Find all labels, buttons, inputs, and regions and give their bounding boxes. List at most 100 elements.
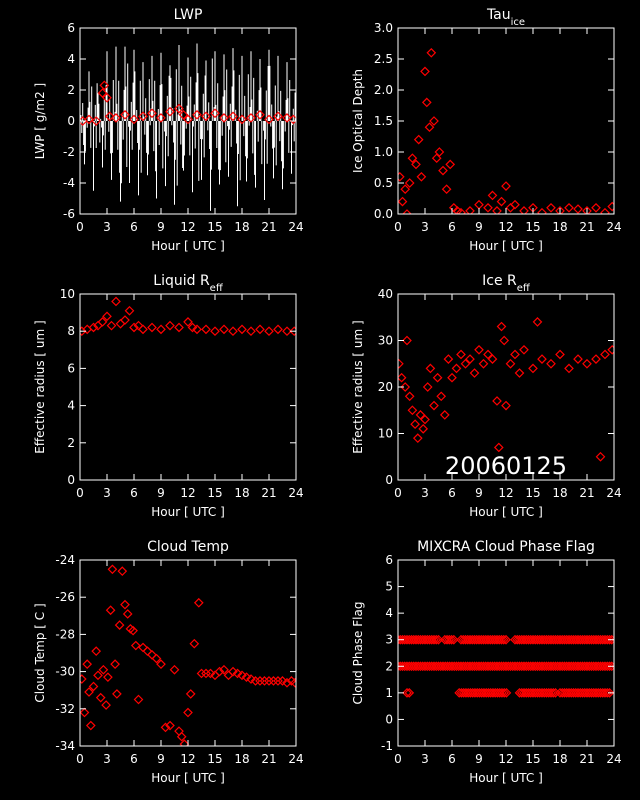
data-point: [537, 207, 547, 214]
plot-area: [398, 634, 614, 698]
data-point: [400, 382, 411, 392]
data-point: [120, 599, 130, 610]
data-point: [160, 722, 171, 733]
data-point: [445, 159, 456, 170]
data-point: [446, 634, 457, 645]
data-point: [255, 324, 265, 335]
data-point: [241, 672, 252, 683]
data-point: [564, 202, 574, 213]
data-point: [420, 414, 430, 425]
data-point: [434, 147, 445, 157]
data-point: [183, 114, 193, 125]
data-point: [237, 670, 247, 681]
plot-area: [398, 317, 614, 462]
data-point: [95, 692, 106, 703]
y-tick-label: 5: [385, 580, 393, 594]
data-point: [426, 47, 437, 58]
data-point: [422, 382, 433, 392]
data-point: [410, 419, 420, 430]
data-point: [185, 689, 196, 699]
data-point: [501, 688, 512, 698]
data-point: [101, 700, 111, 710]
data-point: [425, 363, 436, 374]
data-point: [456, 349, 466, 360]
data-point: [192, 109, 202, 120]
data-point: [429, 116, 439, 126]
data-point: [165, 106, 175, 117]
x-tick-label: 18: [234, 752, 249, 766]
data-point: [289, 326, 296, 337]
data-point: [432, 372, 443, 383]
data-point: [510, 199, 520, 210]
data-point: [102, 311, 112, 322]
data-point: [246, 113, 256, 123]
data-point: [546, 358, 556, 369]
x-tick-label: 21: [579, 752, 594, 766]
data-point: [402, 209, 412, 214]
x-tick-label: 3: [421, 220, 429, 234]
x-tick-label: 3: [421, 752, 429, 766]
data-point: [492, 206, 502, 214]
x-tick-label: 18: [234, 486, 249, 500]
y-tick-label: 0.5: [374, 176, 393, 190]
y-tick-label: 1.5: [374, 114, 393, 128]
data-point: [201, 324, 211, 335]
x-tick-label: 15: [525, 486, 540, 500]
data-point: [147, 322, 157, 333]
y-tick-label: 4: [385, 606, 393, 620]
x-tick-label: 12: [498, 486, 513, 500]
x-tick-label: 24: [606, 752, 621, 766]
data-point: [80, 707, 90, 718]
data-point: [398, 372, 407, 383]
data-point: [112, 689, 122, 699]
x-tick-label: 18: [552, 486, 567, 500]
data-point: [103, 672, 113, 683]
x-tick-label: 18: [552, 752, 567, 766]
data-point: [228, 666, 238, 677]
x-tick-label: 3: [103, 486, 111, 500]
x-tick-label: 9: [475, 486, 483, 500]
data-point: [84, 687, 94, 697]
x-tick-label: 21: [579, 220, 594, 234]
x-tick-label: 0: [394, 486, 402, 500]
data-point: [88, 322, 99, 333]
data-point: [91, 116, 102, 126]
data-point: [104, 111, 115, 122]
data-point: [99, 80, 110, 91]
chart-title: Cloud Temp: [147, 539, 229, 555]
data-point: [165, 720, 175, 731]
chart-title: MIXCRA Cloud Phase Flag: [417, 539, 595, 555]
data-point: [210, 326, 220, 337]
data-point: [443, 354, 454, 364]
data-point: [156, 324, 166, 335]
data-point: [429, 400, 439, 411]
data-point: [205, 668, 216, 679]
x-tick-label: 24: [288, 220, 303, 234]
plot-area: [80, 564, 296, 746]
data-point: [600, 207, 610, 214]
data-point: [88, 681, 99, 692]
data-point: [451, 363, 462, 374]
x-tick-label: 6: [130, 220, 138, 234]
data-point: [546, 202, 556, 213]
data-point: [183, 707, 193, 718]
y-tick-label: 2.0: [374, 83, 393, 97]
data-point: [105, 605, 116, 616]
data-point: [537, 354, 547, 364]
data-point: [174, 322, 184, 333]
plot-area: [80, 296, 296, 337]
y-tick-label: -4: [63, 176, 75, 190]
data-point: [237, 324, 247, 335]
data-point: [483, 202, 493, 213]
data-point: [114, 620, 125, 630]
data-point: [465, 206, 475, 214]
data-point: [498, 634, 509, 645]
data-point: [604, 688, 614, 698]
data-point: [411, 159, 421, 170]
data-point: [130, 640, 141, 651]
data-point: [277, 676, 288, 686]
data-point: [548, 688, 559, 698]
data-point: [591, 354, 601, 364]
